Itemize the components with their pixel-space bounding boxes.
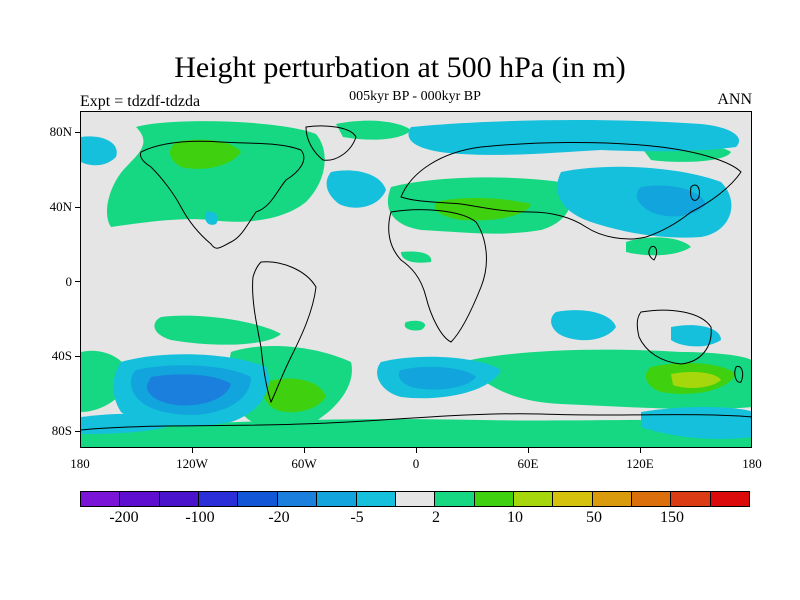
colorbar-swatch xyxy=(710,492,750,506)
central-atlantic-negative xyxy=(326,170,386,208)
south-atlantic-green-region xyxy=(404,320,426,331)
colorbar-swatch xyxy=(671,492,711,506)
south-pacific-core-negative xyxy=(146,374,231,406)
colorbar-swatch xyxy=(513,492,554,506)
siberia-negative xyxy=(408,120,740,155)
lon-tick xyxy=(192,448,193,453)
colorbar-swatch xyxy=(317,492,357,506)
colorbar-swatch xyxy=(553,492,593,506)
colorbar-swatch xyxy=(395,492,436,506)
west-pacific-negative xyxy=(671,325,721,347)
colorbar-swatch xyxy=(120,492,160,506)
lat-tick xyxy=(75,207,80,208)
colorbar xyxy=(80,491,750,507)
lon-label-60e: 60E xyxy=(517,456,539,471)
lon-tick xyxy=(416,448,417,453)
chart-title: Height perturbation at 500 hPa (in m) xyxy=(174,51,626,84)
antarctic-green-band xyxy=(81,419,751,447)
colorbar-swatch xyxy=(632,492,672,506)
lat-tick xyxy=(75,431,80,432)
indian-ocean-negative xyxy=(551,310,616,341)
weddell-negative xyxy=(81,413,181,434)
japan-coast xyxy=(690,184,700,201)
lat-label-0: 0 xyxy=(65,274,73,289)
canada-green-region xyxy=(106,121,325,227)
lon-label-60w: 60W xyxy=(291,456,317,471)
colorbar-label: 10 xyxy=(507,509,523,526)
lat-tick xyxy=(75,356,80,357)
colorbar-swatch xyxy=(435,492,475,506)
new-zealand-coast xyxy=(734,365,744,383)
lon-label-180e: 180 xyxy=(742,456,762,471)
season-label: ANN xyxy=(717,91,752,108)
lat-label-80s: 80S xyxy=(51,423,72,438)
pacific-green-region xyxy=(626,237,691,256)
colorbar-swatch xyxy=(277,492,318,506)
colorbar-swatch xyxy=(199,492,239,506)
colorbar-label: -200 xyxy=(109,509,139,526)
lon-label-0: 0 xyxy=(412,456,420,471)
lon-tick xyxy=(304,448,305,453)
south-pacific-green-region xyxy=(154,315,281,345)
lat-tick xyxy=(75,281,80,282)
greenland-coast xyxy=(305,125,357,161)
lat-label-40n: 40N xyxy=(49,199,72,214)
lat-label-40s: 40S xyxy=(51,348,72,363)
colorbar-label: 150 xyxy=(660,509,684,526)
africa-coast xyxy=(388,209,487,343)
africa-green-region xyxy=(401,251,432,263)
colorbar-label: -20 xyxy=(268,509,290,526)
lon-tick xyxy=(528,448,529,453)
philippines-coast xyxy=(648,245,658,261)
north-pacific-west-negative xyxy=(81,136,117,166)
colorbar-swatch xyxy=(356,492,396,506)
negative-anomaly-regions xyxy=(81,120,751,439)
hudson-bay-bright-region xyxy=(169,139,241,169)
south-atlantic-core-negative xyxy=(398,366,476,390)
lon-label-180w: 180 xyxy=(70,456,90,471)
colorbar-swatch xyxy=(159,492,200,506)
north-america-coast xyxy=(140,140,305,249)
chart-subtitle: 005kyr BP - 000kyr BP xyxy=(349,89,481,104)
antarctica-coast xyxy=(81,413,751,431)
colorbar-label: 2 xyxy=(432,509,440,526)
lon-tick xyxy=(640,448,641,453)
eurasia-coast xyxy=(400,141,742,240)
south-pacific-west-green-region xyxy=(81,350,131,412)
colorbar-label: -100 xyxy=(185,509,215,526)
lat-tick xyxy=(75,132,80,133)
coastlines xyxy=(81,125,751,431)
tasman-peak-region xyxy=(671,372,721,388)
south-america-coast xyxy=(252,261,317,404)
lat-label-80n: 80N xyxy=(49,124,72,139)
colorbar-label: -5 xyxy=(350,509,364,526)
map-plot xyxy=(80,111,752,448)
eastern-pacific-negative xyxy=(205,211,218,225)
lon-label-120w: 120W xyxy=(176,456,208,471)
colorbar-swatch xyxy=(592,492,633,506)
colorbar-swatch xyxy=(238,492,278,506)
map-svg xyxy=(81,120,751,447)
north-pacific-core-negative xyxy=(636,185,706,217)
colorbar-swatch xyxy=(474,492,514,506)
colorbar-label: 50 xyxy=(586,509,602,526)
australia-coast xyxy=(636,309,712,365)
colorbar-swatch xyxy=(81,492,121,506)
lon-label-120e: 120E xyxy=(626,456,654,471)
experiment-label: Expt = tdzdf-tdzda xyxy=(80,93,201,110)
